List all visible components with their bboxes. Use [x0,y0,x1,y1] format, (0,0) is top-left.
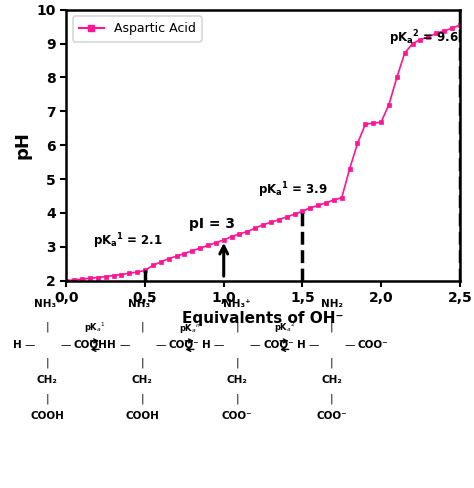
Text: H: H [297,340,306,350]
Text: —: — [309,340,319,350]
Text: |: | [46,322,49,332]
Text: pK$_a$$^n$: pK$_a$$^n$ [179,322,201,335]
Text: CH₂: CH₂ [227,375,247,386]
Text: COOH: COOH [73,340,107,350]
Text: NH₃⁺: NH₃⁺ [128,300,156,309]
Text: |: | [140,358,144,368]
Text: pK$_a$$^2$: pK$_a$$^2$ [273,321,295,335]
Text: CH₂: CH₂ [321,375,342,386]
Legend: Aspartic Acid: Aspartic Acid [73,16,202,41]
Text: |: | [46,358,49,368]
Text: |: | [140,322,144,332]
Text: |: | [330,393,334,404]
Text: COO⁻: COO⁻ [317,411,347,421]
Text: —: — [250,340,260,350]
Text: —: — [155,340,165,350]
Text: COOH: COOH [125,411,159,421]
Text: |: | [140,393,144,404]
Text: COO⁻: COO⁻ [222,411,252,421]
X-axis label: Equivalents of OH⁻: Equivalents of OH⁻ [182,310,344,325]
Text: NH₃⁺: NH₃⁺ [34,300,61,309]
Text: H: H [13,340,21,350]
Text: |: | [46,393,49,404]
Text: —: — [345,340,355,350]
Text: pK$_\mathbf{a}$$^{\mathbf{1}}$ = 3.9: pK$_\mathbf{a}$$^{\mathbf{1}}$ = 3.9 [258,181,328,200]
Text: pK$_\mathbf{a}$$^{\mathbf{1}}$ = 2.1: pK$_\mathbf{a}$$^{\mathbf{1}}$ = 2.1 [93,231,163,251]
Text: |: | [235,393,239,404]
Text: —: — [24,340,35,350]
Text: |: | [330,358,334,368]
Text: pI = 3: pI = 3 [189,217,235,231]
Text: |: | [235,358,239,368]
Text: COOH: COOH [30,411,64,421]
Text: H: H [108,340,116,350]
Text: CH₂: CH₂ [37,375,58,386]
Text: —: — [60,340,71,350]
Text: —: — [214,340,224,350]
Text: |: | [330,322,334,332]
Text: NH₂: NH₂ [321,300,343,309]
Text: —: — [119,340,129,350]
Text: COO⁻: COO⁻ [263,340,294,350]
Text: pK$_a$$^1$: pK$_a$$^1$ [84,321,106,335]
Text: COO⁻: COO⁻ [168,340,199,350]
Text: COO⁻: COO⁻ [358,340,389,350]
Text: pK$_\mathbf{a}$$^{\mathbf{2}}$ = 9.6: pK$_\mathbf{a}$$^{\mathbf{2}}$ = 9.6 [389,28,459,48]
Text: CH₂: CH₂ [132,375,153,386]
Y-axis label: pH: pH [13,131,31,159]
Text: |: | [235,322,239,332]
Text: H: H [202,340,211,350]
Text: NH₃⁺: NH₃⁺ [223,300,251,309]
